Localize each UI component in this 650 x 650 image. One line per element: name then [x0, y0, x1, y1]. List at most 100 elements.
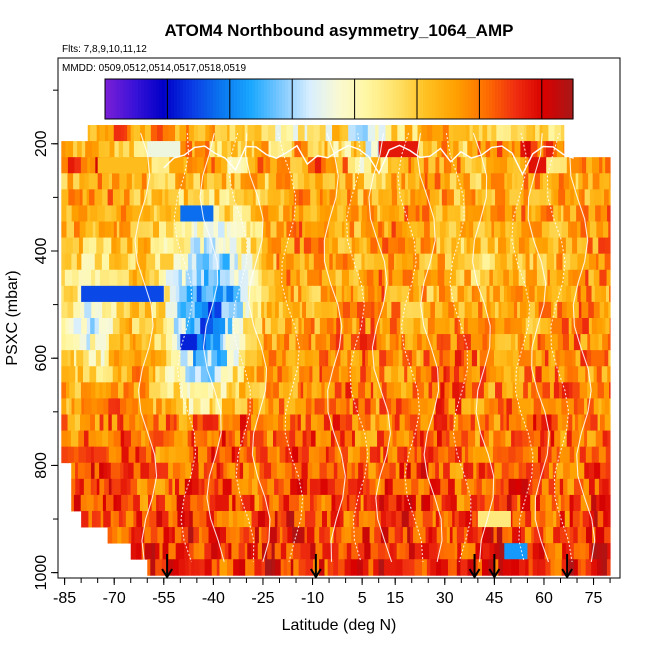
heatmap-cell	[369, 446, 378, 464]
heatmap-cell	[545, 527, 551, 544]
heatmap-cell	[294, 462, 302, 480]
heatmap-cell	[120, 205, 127, 222]
heatmap-cell	[318, 141, 323, 158]
heatmap-cell	[139, 205, 144, 222]
heatmap-cell	[292, 301, 301, 319]
heatmap-cell	[185, 141, 193, 158]
heatmap-cell	[475, 157, 483, 174]
heatmap-cell	[500, 157, 508, 174]
heatmap-cell	[433, 414, 438, 431]
heatmap-cell	[226, 173, 232, 190]
heatmap-cell	[408, 237, 417, 255]
heatmap-cell	[253, 398, 259, 415]
heatmap-cell	[277, 510, 282, 528]
heatmap-cell	[225, 269, 231, 287]
heatmap-cell	[193, 221, 198, 238]
heatmap-cell	[271, 559, 276, 576]
heatmap-cell	[334, 478, 342, 496]
heatmap-cell	[285, 446, 289, 464]
heatmap-cell	[197, 446, 205, 464]
heatmap-cell	[532, 189, 540, 206]
colorbar-swatch	[474, 79, 478, 119]
heatmap-cell	[216, 462, 221, 480]
heatmap-cell	[470, 237, 475, 255]
heatmap-cell	[308, 253, 315, 271]
heatmap-cell	[124, 125, 128, 142]
heatmap-cell	[108, 125, 115, 142]
heatmap-cell	[293, 543, 301, 560]
heatmap-cell	[278, 494, 284, 512]
heatmap-cell	[369, 527, 375, 544]
heatmap-cell	[265, 382, 272, 399]
heatmap-cell	[529, 301, 536, 319]
heatmap-cell	[141, 430, 146, 448]
heatmap-cell	[220, 543, 226, 560]
heatmap-cell	[437, 430, 443, 448]
heatmap-cell	[550, 334, 559, 351]
heatmap-cell	[236, 301, 244, 319]
heatmap-cell	[240, 494, 244, 512]
heatmap-cell	[461, 350, 465, 367]
heatmap-cell	[358, 543, 365, 560]
heatmap-cell	[521, 221, 530, 238]
heatmap-cell	[376, 173, 383, 190]
heatmap-cell	[333, 141, 340, 158]
heatmap-cell	[417, 334, 423, 351]
heatmap-cell	[222, 510, 230, 528]
heatmap-cell	[397, 157, 405, 174]
heatmap-cell	[530, 141, 538, 158]
heatmap-cell	[126, 205, 133, 222]
heatmap-cell	[354, 237, 360, 255]
heatmap-cell	[319, 366, 323, 383]
heatmap-cell	[343, 510, 351, 528]
heatmap-cell	[339, 510, 345, 528]
heatmap-cell	[433, 350, 440, 367]
heatmap-cell	[591, 382, 599, 399]
heatmap-cell	[573, 334, 581, 351]
heatmap-cell	[239, 334, 246, 351]
x-tick-label: -70	[103, 590, 126, 607]
heatmap-cell	[521, 478, 529, 496]
heatmap-cell	[102, 366, 107, 383]
heatmap-cell	[237, 366, 242, 383]
heatmap-cell	[270, 141, 279, 158]
heatmap-cell	[341, 382, 346, 399]
heatmap-cell	[243, 366, 252, 383]
colorbar-swatch	[291, 79, 295, 119]
heatmap-cell	[160, 462, 169, 480]
heatmap-cell	[422, 510, 430, 528]
heatmap-cell	[535, 205, 542, 222]
heatmap-cell	[263, 430, 268, 448]
colorbar-swatch	[120, 79, 124, 119]
heatmap-cell	[583, 478, 590, 496]
heatmap-cell	[247, 318, 256, 335]
heatmap-cell	[188, 527, 194, 544]
heatmap-cell	[540, 446, 546, 464]
heatmap-cell	[177, 301, 182, 319]
heatmap-cell	[174, 478, 180, 496]
heatmap-cell	[523, 398, 532, 415]
heatmap-cell	[598, 334, 603, 351]
heatmap-cell	[77, 285, 83, 303]
heatmap-cell	[373, 559, 380, 576]
heatmap-cell	[609, 430, 611, 448]
heatmap-cell	[272, 494, 280, 512]
heatmap-cell	[442, 205, 448, 222]
heatmap-cell	[157, 527, 165, 544]
heatmap-cell	[596, 559, 601, 576]
heatmap-cell	[278, 205, 284, 222]
heatmap-cell	[130, 253, 137, 271]
heatmap-cell	[324, 141, 328, 158]
heatmap-cell	[592, 430, 597, 448]
heatmap-cell	[385, 334, 391, 351]
heatmap-cell	[120, 237, 128, 255]
heatmap-cell	[528, 173, 532, 190]
heatmap-cell	[512, 173, 515, 190]
heatmap-cell	[192, 285, 198, 303]
heatmap-cell	[273, 398, 280, 415]
heatmap-cell	[200, 430, 205, 448]
heatmap-cell	[516, 414, 522, 431]
heatmap-cell	[542, 125, 549, 142]
heatmap-cell	[142, 221, 151, 238]
heatmap-cell	[420, 237, 425, 255]
